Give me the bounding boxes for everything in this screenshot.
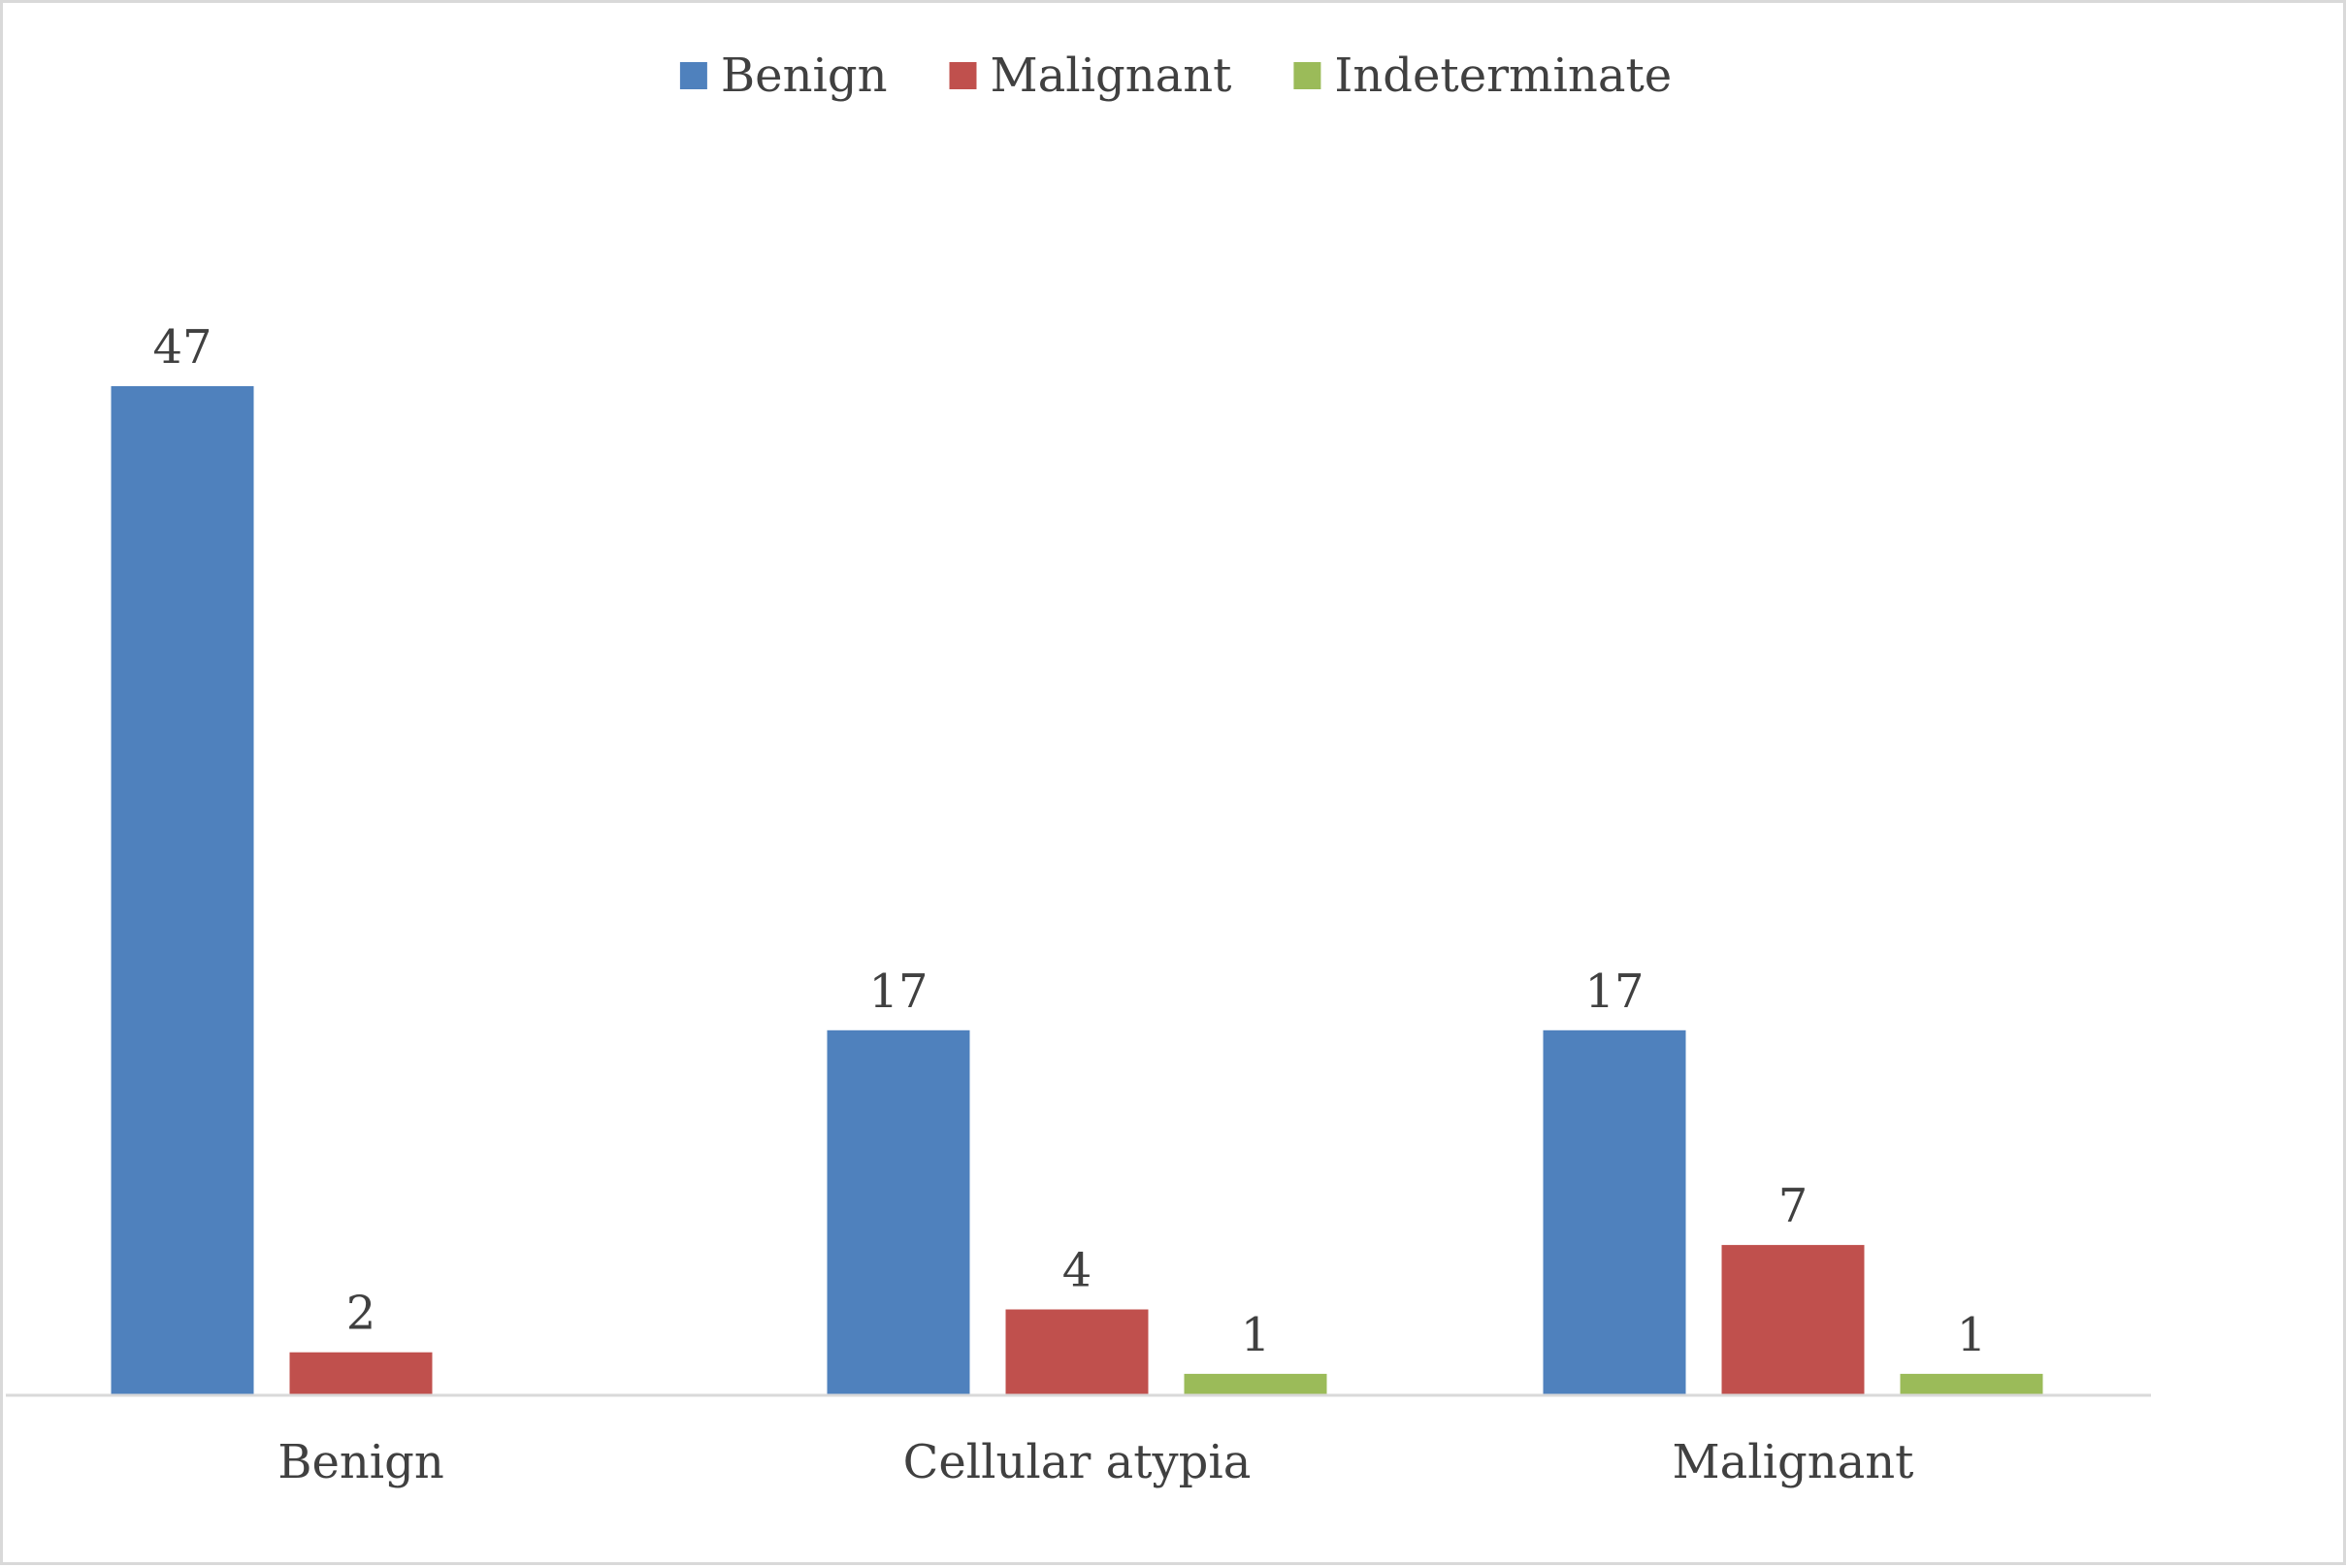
legend-label-indeterminate: Indeterminate xyxy=(1334,49,1672,103)
x-tick-label-benign: Benign xyxy=(277,1435,444,1489)
legend-swatch-indeterminate xyxy=(1293,62,1321,89)
legend: Benign Malignant Indeterminate xyxy=(679,49,1672,103)
bars-group xyxy=(111,386,2043,1395)
bar-cellular-atypia-benign xyxy=(827,1029,970,1395)
bar-malignant-benign xyxy=(1543,1029,1686,1395)
data-label-cellular-atypia-benign: 17 xyxy=(868,964,928,1019)
bar-malignant-indeterminate xyxy=(1900,1373,2043,1395)
bar-chart: Benign Malignant Indeterminate 47 2 17 4 1 17 7 1… xyxy=(6,49,2151,1489)
x-axis-tick-labels: Benign Cellular atypia Malignant xyxy=(277,1435,1913,1489)
bar-cellular-atypia-malignant xyxy=(1005,1309,1149,1395)
data-label-benign-malignant: 2 xyxy=(346,1287,376,1341)
legend-item-indeterminate: Indeterminate xyxy=(1293,49,1672,103)
data-label-cellular-atypia-indeterminate: 1 xyxy=(1241,1308,1271,1362)
bar-malignant-malignant xyxy=(1721,1245,1865,1395)
bar-cellular-atypia-indeterminate xyxy=(1184,1373,1327,1395)
data-label-malignant-benign: 17 xyxy=(1584,964,1644,1019)
legend-item-malignant: Malignant xyxy=(949,49,1232,103)
bar-benign-malignant xyxy=(289,1352,433,1395)
legend-label-benign: Benign xyxy=(721,49,888,103)
legend-swatch-benign xyxy=(679,62,707,89)
data-label-benign-benign: 47 xyxy=(152,320,212,375)
x-tick-label-cellular-atypia: Cellular atypia xyxy=(903,1435,1252,1489)
legend-swatch-malignant xyxy=(949,62,977,89)
data-label-cellular-atypia-malignant: 4 xyxy=(1062,1244,1092,1298)
legend-label-malignant: Malignant xyxy=(991,49,1232,103)
data-labels-group: 47 2 17 4 1 17 7 1 xyxy=(152,320,1986,1362)
bar-benign-benign xyxy=(111,386,254,1395)
data-label-malignant-malignant: 7 xyxy=(1778,1179,1808,1233)
x-tick-label-malignant: Malignant xyxy=(1673,1435,1914,1489)
data-label-malignant-indeterminate: 1 xyxy=(1957,1308,1987,1362)
legend-item-benign: Benign xyxy=(679,49,888,103)
